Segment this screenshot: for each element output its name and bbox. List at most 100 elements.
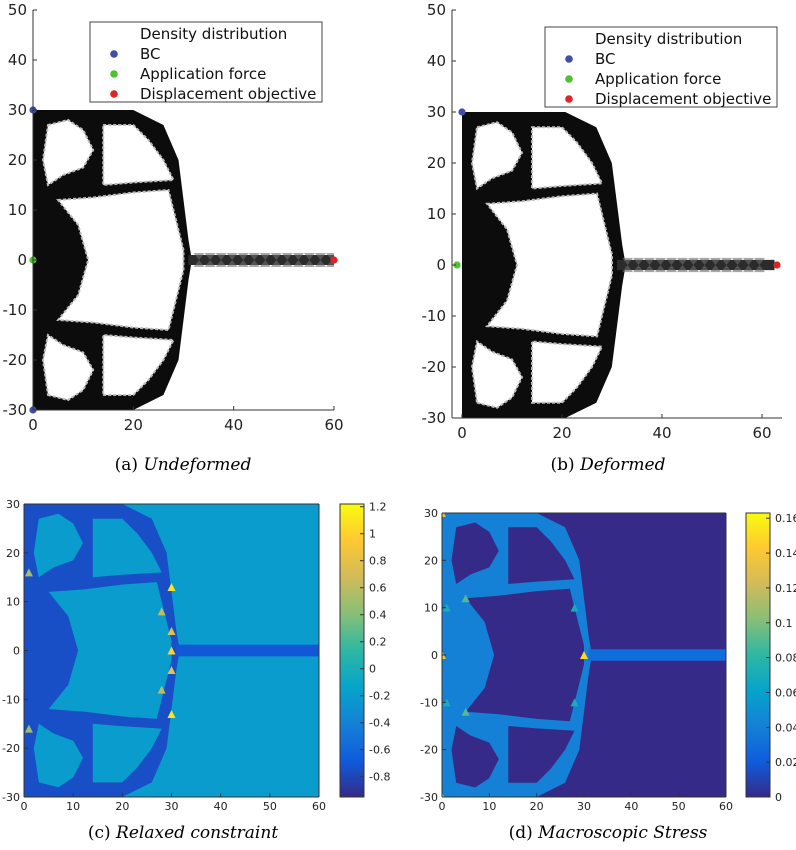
colorbar-tick-label: 0 <box>369 663 376 676</box>
density-bar-mesh <box>237 253 249 260</box>
density-bar-mesh <box>193 253 205 260</box>
force-marker <box>453 261 461 269</box>
density-bar-mesh <box>743 265 754 273</box>
heatmap-hotspot <box>570 698 579 707</box>
y-tick-label: 20 <box>8 151 27 169</box>
x-tick-label: 40 <box>624 800 638 813</box>
heatmap-void-1 <box>33 723 83 788</box>
density-void-2 <box>485 192 613 338</box>
panel-c-caption: (c) Relaxed constraint <box>88 823 278 843</box>
panel-d-colorbar: 0 0.02 0.04 0.06 0.08 0.1 0.12 0.14 0.16 <box>745 512 796 804</box>
heatmap-hotspot <box>157 607 166 616</box>
x-tick-label: 40 <box>652 424 671 442</box>
density-bar-mesh <box>754 265 765 273</box>
heatmap-hotspot <box>570 603 579 612</box>
panel-a: 0 20 40 60 -30 -20 -10 0 10 20 30 40 50 Density dist… <box>3 1 344 475</box>
panel-d-axes: 0 10 20 30 40 50 60 -30 -20 -10 0 10 20 30 <box>420 507 733 813</box>
density-bar <box>617 259 775 271</box>
density-bar-mesh <box>644 265 655 273</box>
x-tick-label: 60 <box>719 800 733 813</box>
colorbar-bar <box>745 512 771 798</box>
density-bar-mesh <box>721 265 732 273</box>
density-bar-mesh <box>226 253 238 260</box>
density-bar-mesh <box>292 260 304 267</box>
x-tick-label: 0 <box>28 416 38 434</box>
density-bar-mesh <box>688 265 699 273</box>
legend-entry: Density distribution <box>595 30 742 48</box>
x-tick-label: 20 <box>552 424 571 442</box>
y-tick-label: -10 <box>422 307 447 325</box>
colorbar-tick-label: 0.16 <box>775 512 796 525</box>
y-tick-label: 30 <box>8 101 27 119</box>
density-bar-mesh <box>633 257 644 265</box>
heatmap-void-4 <box>92 723 162 783</box>
y-tick-label: -20 <box>3 351 28 369</box>
legend-swatch <box>565 95 573 103</box>
heatmap-hotspot <box>24 724 33 733</box>
legend-box <box>89 21 323 103</box>
colorbar-tick-label: 0.02 <box>775 756 796 769</box>
legend-entry: Application force <box>595 70 721 88</box>
density-bar-mesh <box>303 260 315 267</box>
density-bar-mesh <box>292 253 304 260</box>
y-tick-label: 40 <box>8 51 27 69</box>
y-tick-label: -10 <box>3 301 28 319</box>
panel-d-caption: (d) Macroscopic Stress <box>509 823 708 843</box>
density-bar-mesh <box>204 253 216 260</box>
density-bar-mesh <box>622 265 633 273</box>
heatmap-hotspot <box>461 594 470 603</box>
colorbar-tick-label: -0.2 <box>369 690 390 703</box>
colorbar-bar <box>339 503 365 798</box>
density-void-4 <box>102 333 176 396</box>
density-bar-mesh <box>259 260 271 267</box>
colorbar-tick-label: 0.06 <box>775 686 796 699</box>
y-tick-label: -10 <box>420 696 438 709</box>
x-tick-label: 20 <box>115 800 129 813</box>
density-bar-mesh <box>677 265 688 273</box>
heatmap-hotspot <box>461 707 470 716</box>
y-tick-label: 0 <box>17 251 27 269</box>
legend-swatch <box>565 55 573 63</box>
y-tick-label: -30 <box>3 401 28 419</box>
x-tick-label: 30 <box>577 800 591 813</box>
colorbar-tick-label: 0.8 <box>369 555 387 568</box>
colorbar-tick-label: -0.8 <box>369 771 390 784</box>
panel-a-legend: Density distribution BC Application force D… <box>89 21 323 103</box>
density-bar-mesh <box>655 257 666 265</box>
heatmap-void-1 <box>451 726 499 788</box>
density-bar-mesh <box>754 257 765 265</box>
y-tick-label: 0 <box>436 256 446 274</box>
heatmap-hotspot <box>167 646 176 655</box>
panel-b-axes: 0 20 40 60 -30 -20 -10 0 10 20 30 40 50 <box>422 1 782 442</box>
density-bar-mesh <box>732 265 743 273</box>
legend-entry: Application force <box>140 65 266 83</box>
y-tick-label: 30 <box>6 498 20 511</box>
y-tick-label: -30 <box>2 791 20 804</box>
y-tick-label: 20 <box>6 547 20 560</box>
density-bar-mesh <box>710 265 721 273</box>
x-tick-label: 60 <box>312 800 326 813</box>
density-bar-mesh <box>644 257 655 265</box>
x-tick-label: 40 <box>214 800 228 813</box>
x-tick-label: 60 <box>324 416 343 434</box>
heatmap-hotspot <box>167 626 176 635</box>
y-tick-label: -20 <box>2 742 20 755</box>
legend-swatch <box>110 70 118 78</box>
x-tick-label: 10 <box>66 800 80 813</box>
density-bar-mesh <box>677 257 688 265</box>
heatmap-hotspot <box>442 603 451 612</box>
heatmap-hotspot <box>580 651 588 659</box>
density-bar-mesh <box>655 265 666 273</box>
density-bar-mesh <box>688 257 699 265</box>
x-tick-label: 10 <box>482 800 496 813</box>
panel-a-plot <box>33 110 334 410</box>
y-tick-label: 10 <box>424 602 438 615</box>
colorbar-tick-label: 0 <box>775 791 782 804</box>
legend-entry: BC <box>595 50 616 68</box>
panel-c-plot <box>24 504 319 797</box>
density-void-3 <box>102 124 176 187</box>
density-bar-mesh <box>622 257 633 265</box>
